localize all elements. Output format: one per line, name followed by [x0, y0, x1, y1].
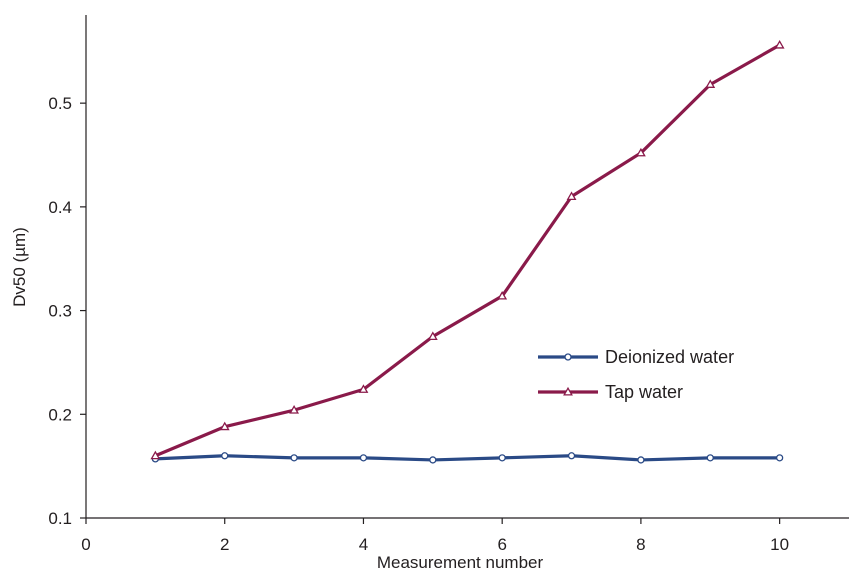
y-tick-label: 0.1: [48, 509, 72, 528]
series-tap-water: [150, 39, 785, 460]
legend-marker-tap-water: [563, 386, 573, 396]
x-tick-label: 8: [636, 535, 645, 554]
series-layer: [150, 39, 785, 464]
data-point-deionized-water: [429, 456, 437, 464]
data-point-deionized-water: [290, 454, 298, 462]
data-point-tap-water: [497, 290, 508, 300]
series-line-tap-water: [153, 43, 782, 458]
data-point-tap-water: [219, 421, 230, 431]
data-point-deionized-water: [221, 452, 229, 460]
series-deionized-water: [151, 452, 784, 464]
data-point-tap-water: [705, 79, 716, 88]
data-point-tap-water: [150, 450, 161, 460]
data-point-tap-water: [635, 147, 646, 157]
data-point-deionized-water: [637, 456, 645, 464]
series-line-deionized-water: [153, 454, 782, 462]
y-tick-label: 0.2: [48, 405, 72, 424]
legend-marker-deionized-water: [564, 353, 572, 361]
data-point-tap-water: [358, 384, 369, 393]
data-point-deionized-water: [498, 454, 506, 462]
legend: Deionized water Tap water: [538, 347, 734, 402]
axes: [85, 15, 849, 519]
legend-item-tap-water: Tap water: [538, 382, 683, 402]
data-point-deionized-water: [706, 454, 714, 462]
y-tick-label: 0.4: [48, 198, 72, 217]
x-ticks: 0 2 4 6 8 10: [81, 518, 789, 554]
data-point-tap-water: [774, 39, 785, 49]
data-point-tap-water: [566, 191, 577, 200]
legend-label-tap-water: Tap water: [605, 382, 683, 402]
y-axis-title: Dv50 (µm): [10, 227, 29, 307]
legend-label-deionized-water: Deionized water: [605, 347, 734, 367]
data-point-deionized-water: [775, 454, 784, 462]
data-point-tap-water: [427, 331, 438, 341]
x-tick-label: 2: [220, 535, 229, 554]
data-point-tap-water: [289, 405, 300, 414]
legend-item-deionized-water: Deionized water: [538, 347, 734, 367]
data-point-deionized-water: [359, 454, 368, 462]
x-tick-label: 4: [359, 535, 368, 554]
x-tick-label: 0: [81, 535, 90, 554]
x-tick-label: 10: [770, 535, 789, 554]
x-axis-title: Measurement number: [377, 553, 544, 572]
y-ticks: 0.1 0.2 0.3 0.4 0.5: [48, 94, 86, 528]
y-tick-label: 0.3: [48, 302, 72, 321]
data-point-deionized-water: [567, 452, 576, 460]
x-tick-label: 6: [497, 535, 506, 554]
y-tick-label: 0.5: [48, 94, 72, 113]
